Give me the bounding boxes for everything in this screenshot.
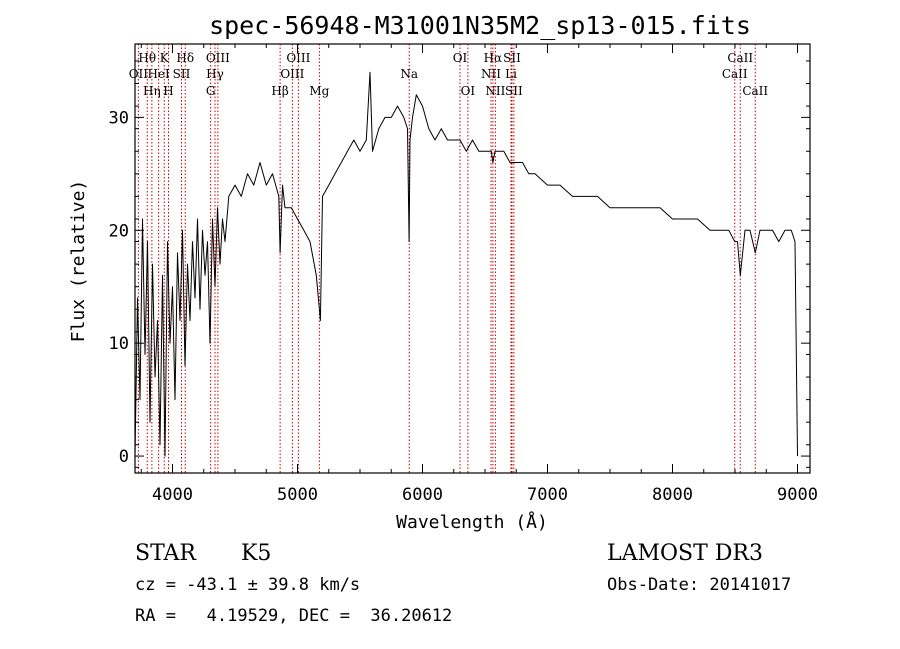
line-marker-labels: OIIHθHηHeIKHSIIHδGHγOIIIHβOIIIOIIIMgNaOI… [129,51,769,98]
survey-name: LAMOST DR3 [607,541,763,566]
marker-label-21: Li [505,67,517,81]
marker-label-11: Hβ [271,84,288,98]
chart-title: spec-56948-M31001N35M2_sp13-015.fits [209,11,751,40]
x-tick-label-3: 7000 [527,485,568,505]
marker-label-26: CaII [742,84,768,98]
marker-label-18: NII [481,67,501,81]
object-subclass: K5 [241,541,271,566]
redshift-cz: cz = -43.1 ± 39.8 km/s [135,575,360,595]
y-tick-label-2: 20 [109,221,129,241]
marker-label-1: Hθ [138,51,156,65]
marker-label-25: CaII [727,51,753,65]
marker-label-16: OI [453,51,468,65]
marker-label-12: OIII [280,67,304,81]
y-tick-label-0: 0 [119,447,129,467]
marker-label-22: SII [503,51,521,65]
marker-label-17: OI [461,84,476,98]
x-tick-label-1: 5000 [277,485,318,505]
marker-label-15: Na [400,67,418,81]
marker-label-19: Hα [484,51,503,65]
marker-label-13: OIII [286,51,310,65]
coordinates: RA = 4.19529, DEC = 36.20612 [135,606,452,626]
marker-label-6: SII [173,67,191,81]
marker-label-4: K [160,51,170,65]
marker-label-7: Hδ [176,51,194,65]
x-tick-label-5: 9000 [777,485,818,505]
marker-label-5: H [163,84,173,98]
series-line-0 [134,71,798,457]
marker-label-23: SII [505,84,523,98]
y-axis-label: Flux (relative) [68,180,89,343]
x-tick-label-2: 6000 [402,485,443,505]
marker-label-10: OIII [206,51,230,65]
marker-label-14: Mg [309,84,329,98]
series-layer [134,71,798,457]
object-class: STAR [135,541,197,566]
obs-date: Obs-Date: 20141017 [607,575,791,595]
line-markers [137,44,756,473]
marker-label-3: HeI [147,67,170,81]
y-tick-label-3: 30 [109,108,129,128]
marker-label-20: NII [485,84,505,98]
marker-label-0: OII [129,67,149,81]
marker-label-24: CaII [722,67,748,81]
plot-frame [134,43,811,474]
marker-label-8: G [206,84,216,98]
x-tick-label-4: 8000 [652,485,693,505]
y-tick-label-1: 10 [109,334,129,354]
marker-label-9: Hγ [206,67,224,81]
axis-ticks: 4000 5000 6000 7000 8000 9000 0 10 20 30 [109,44,818,505]
marker-label-2: Hη [143,84,161,98]
x-axis-label: Wavelength (Å) [396,511,548,533]
x-tick-label-0: 4000 [152,485,193,505]
